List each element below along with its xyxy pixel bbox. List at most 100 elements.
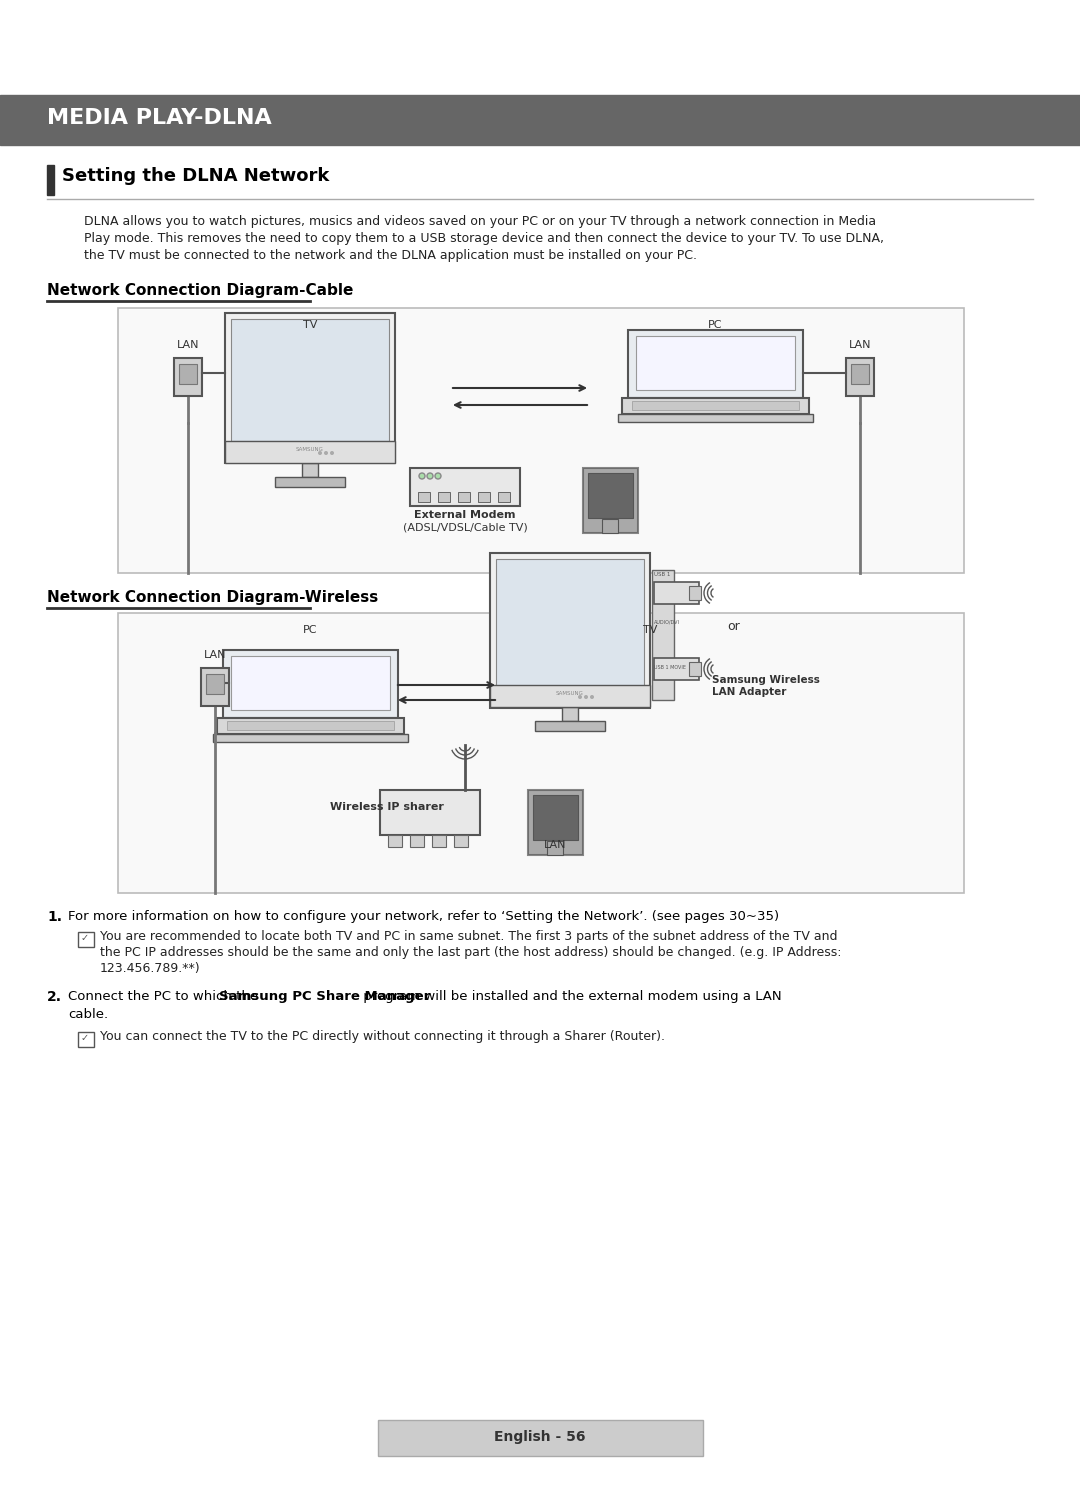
Bar — [48, 165, 54, 195]
Circle shape — [435, 473, 441, 479]
Bar — [618, 414, 813, 423]
Text: program will be installed and the external modem using a LAN: program will be installed and the extern… — [359, 990, 782, 1003]
Text: LAN Adapter: LAN Adapter — [712, 687, 786, 696]
Bar — [490, 554, 650, 708]
Circle shape — [318, 451, 322, 455]
Bar — [378, 1420, 703, 1455]
Bar — [846, 359, 874, 396]
Bar — [622, 397, 809, 414]
Bar — [438, 493, 450, 501]
Bar — [0, 95, 1080, 144]
Bar — [534, 795, 578, 841]
Circle shape — [590, 695, 594, 699]
Bar — [636, 336, 795, 390]
Text: LAN: LAN — [177, 339, 199, 350]
Bar — [179, 365, 197, 384]
Bar — [602, 519, 618, 533]
Bar — [380, 790, 480, 835]
Text: USB 1 MOVIE: USB 1 MOVIE — [654, 665, 686, 670]
Text: Connect the PC to which the: Connect the PC to which the — [68, 990, 262, 1003]
Text: TV: TV — [302, 320, 318, 330]
Bar — [851, 365, 869, 384]
Bar — [118, 308, 964, 573]
Text: DLNA allows you to watch pictures, musics and videos saved on your PC or on your: DLNA allows you to watch pictures, music… — [84, 214, 876, 228]
Text: SAMSUNG: SAMSUNG — [556, 690, 584, 696]
Bar — [217, 719, 404, 734]
Bar — [535, 722, 605, 731]
Text: cable.: cable. — [68, 1007, 108, 1021]
Bar — [213, 734, 408, 743]
Bar — [222, 650, 399, 719]
Text: ✓: ✓ — [81, 933, 90, 943]
Circle shape — [584, 695, 588, 699]
Text: or: or — [727, 620, 740, 632]
Bar — [302, 463, 318, 478]
Bar — [418, 493, 430, 501]
Bar — [388, 835, 402, 847]
Bar — [231, 318, 389, 440]
Bar — [496, 559, 644, 686]
Text: LAN: LAN — [543, 841, 566, 850]
Text: SAMSUNG: SAMSUNG — [296, 446, 324, 452]
Text: 2.: 2. — [48, 990, 62, 1004]
Bar — [454, 835, 468, 847]
Text: LAN: LAN — [204, 650, 226, 661]
Bar — [174, 359, 202, 396]
Bar — [689, 586, 701, 600]
Bar — [227, 722, 394, 731]
Text: Wireless IP sharer: Wireless IP sharer — [330, 802, 444, 812]
Bar — [225, 440, 395, 463]
Bar — [478, 493, 490, 501]
Text: the TV must be connected to the network and the DLNA application must be install: the TV must be connected to the network … — [84, 248, 697, 262]
Text: For more information on how to configure your network, refer to ‘Setting the Net: For more information on how to configure… — [68, 911, 779, 923]
Bar — [458, 493, 470, 501]
Bar — [546, 841, 563, 856]
Text: Play mode. This removes the need to copy them to a USB storage device and then c: Play mode. This removes the need to copy… — [84, 232, 885, 246]
Text: Samsung Wireless: Samsung Wireless — [712, 676, 820, 684]
Text: PC: PC — [707, 320, 723, 330]
Bar — [225, 312, 395, 463]
Circle shape — [578, 695, 582, 699]
Bar — [231, 656, 390, 710]
Circle shape — [427, 473, 433, 479]
Text: (ADSL/VDSL/Cable TV): (ADSL/VDSL/Cable TV) — [403, 522, 527, 533]
Bar — [652, 570, 674, 699]
Bar — [588, 473, 633, 518]
Bar — [206, 674, 224, 693]
Bar — [490, 684, 650, 707]
Bar — [528, 790, 583, 856]
Text: LAN: LAN — [849, 339, 872, 350]
Text: AUDIO/DVI: AUDIO/DVI — [654, 620, 680, 625]
Text: PC: PC — [302, 625, 318, 635]
Circle shape — [419, 473, 426, 479]
Bar — [410, 835, 424, 847]
Bar — [632, 400, 799, 411]
Text: Network Connection Diagram-Cable: Network Connection Diagram-Cable — [48, 283, 353, 298]
Bar — [562, 707, 578, 722]
Bar — [689, 662, 701, 676]
Text: English - 56: English - 56 — [495, 1430, 585, 1443]
Circle shape — [330, 451, 334, 455]
Text: TV: TV — [643, 625, 658, 635]
Bar — [432, 835, 446, 847]
Text: External Modem: External Modem — [415, 510, 516, 519]
Text: the PC IP addresses should be the same and only the last part (the host address): the PC IP addresses should be the same a… — [100, 946, 841, 958]
Text: Network Connection Diagram-Wireless: Network Connection Diagram-Wireless — [48, 591, 378, 606]
Text: 1.: 1. — [48, 911, 62, 924]
Text: USB 1: USB 1 — [654, 571, 671, 577]
Bar — [627, 330, 804, 397]
Text: Setting the DLNA Network: Setting the DLNA Network — [62, 167, 329, 185]
Bar — [498, 493, 510, 501]
Bar — [654, 658, 699, 680]
Bar — [201, 668, 229, 705]
Text: ✓: ✓ — [81, 1033, 90, 1043]
Bar — [654, 582, 699, 604]
Circle shape — [324, 451, 328, 455]
Bar — [78, 1033, 94, 1048]
Bar — [78, 931, 94, 946]
Bar — [275, 478, 345, 487]
Text: You are recommended to locate both TV and PC in same subnet. The first 3 parts o: You are recommended to locate both TV an… — [100, 930, 837, 943]
Text: You can connect the TV to the PC directly without connecting it through a Sharer: You can connect the TV to the PC directl… — [100, 1030, 665, 1043]
Bar — [583, 469, 638, 533]
Text: MEDIA PLAY-DLNA: MEDIA PLAY-DLNA — [48, 109, 272, 128]
